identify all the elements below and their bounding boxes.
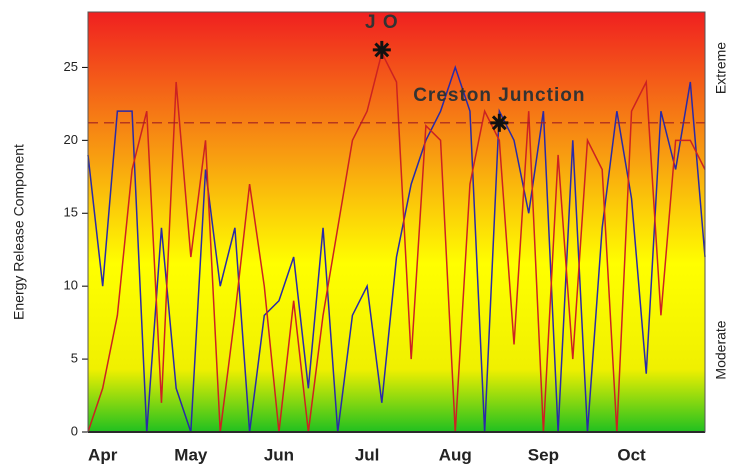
marker-label: Creston Junction	[413, 85, 585, 106]
x-tick-label: Jul	[355, 445, 380, 464]
y-tick-label: 10	[64, 278, 78, 293]
y-tick-label: 20	[64, 132, 78, 147]
x-tick-label: Apr	[88, 445, 118, 464]
x-tick-label: Aug	[439, 445, 472, 464]
plot-background	[88, 12, 705, 432]
star-stroke	[374, 42, 390, 58]
right-label: Moderate	[713, 320, 729, 379]
y-tick-label: 5	[71, 351, 78, 366]
y-tick-label: 25	[64, 59, 78, 74]
plot-border	[87, 11, 706, 433]
x-tick-label: Jun	[264, 445, 294, 464]
x-tick-label: Sep	[528, 445, 559, 464]
y-tick-label: 0	[71, 423, 78, 438]
marker-label: J O	[365, 12, 399, 33]
marker-star	[372, 40, 391, 59]
star-stroke	[491, 115, 507, 131]
y-tick-label: 15	[64, 205, 78, 220]
y-axis-label: Energy Release Component	[11, 144, 27, 320]
right-label: Extreme	[713, 42, 729, 94]
x-tick-label: May	[174, 445, 208, 464]
x-tick-label: Oct	[617, 445, 646, 464]
series-line	[87, 50, 706, 433]
marker-star	[490, 113, 509, 132]
